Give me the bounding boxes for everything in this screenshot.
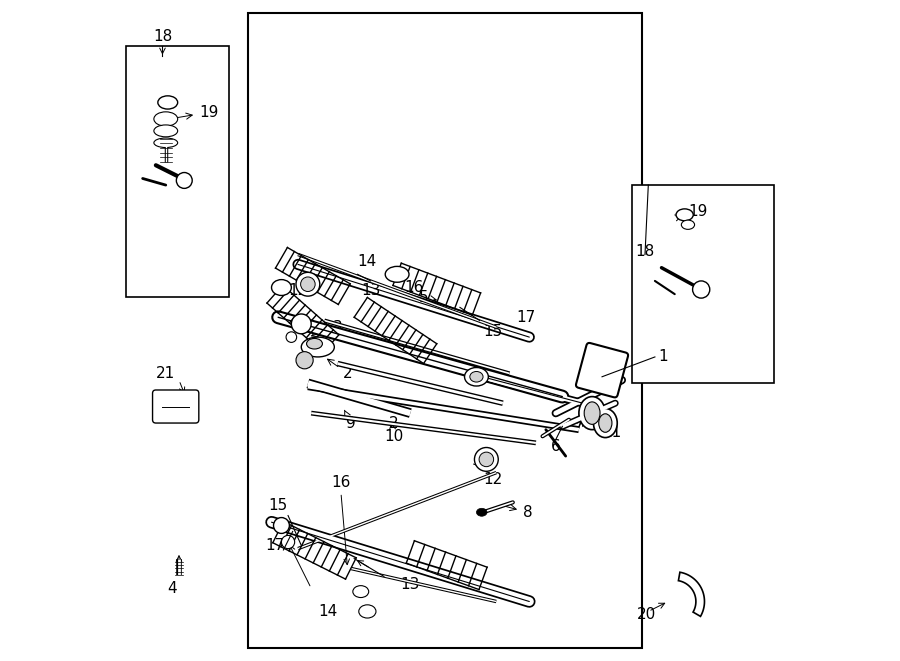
Text: 19: 19 <box>675 204 707 221</box>
Text: 21: 21 <box>156 366 176 381</box>
Text: 9: 9 <box>345 410 356 430</box>
Text: 20: 20 <box>636 607 656 622</box>
Text: 16: 16 <box>404 280 423 295</box>
Ellipse shape <box>598 414 612 432</box>
Ellipse shape <box>593 408 617 438</box>
Text: 4: 4 <box>167 581 177 596</box>
Ellipse shape <box>676 209 693 221</box>
Ellipse shape <box>353 586 369 598</box>
Text: 13: 13 <box>361 284 381 298</box>
Text: 14: 14 <box>358 254 377 268</box>
Ellipse shape <box>681 220 695 229</box>
Ellipse shape <box>301 277 315 292</box>
Text: 17: 17 <box>266 538 284 553</box>
Text: 19: 19 <box>172 105 218 120</box>
Text: 12: 12 <box>288 284 308 298</box>
Ellipse shape <box>579 397 606 430</box>
Text: 16: 16 <box>331 475 351 490</box>
Ellipse shape <box>385 266 409 282</box>
Text: 12: 12 <box>473 460 502 486</box>
Ellipse shape <box>154 138 177 147</box>
Text: 13: 13 <box>400 578 420 592</box>
Ellipse shape <box>176 173 193 188</box>
Text: 3: 3 <box>311 320 343 337</box>
Text: 2: 2 <box>328 359 353 381</box>
Bar <box>248 13 642 648</box>
Ellipse shape <box>296 352 313 369</box>
FancyBboxPatch shape <box>153 390 199 423</box>
Ellipse shape <box>474 447 499 471</box>
Text: 10: 10 <box>384 423 403 444</box>
Polygon shape <box>679 572 705 616</box>
Text: 15: 15 <box>483 325 502 339</box>
Ellipse shape <box>584 402 600 424</box>
Ellipse shape <box>274 518 290 533</box>
Ellipse shape <box>307 338 322 349</box>
Text: 14: 14 <box>318 604 338 619</box>
Text: 18: 18 <box>153 29 172 44</box>
Ellipse shape <box>154 112 177 126</box>
Bar <box>632 185 774 383</box>
Text: 7: 7 <box>574 419 584 434</box>
Ellipse shape <box>272 280 292 295</box>
FancyBboxPatch shape <box>576 343 628 397</box>
Text: 18: 18 <box>635 244 654 258</box>
Ellipse shape <box>154 125 177 137</box>
Text: 15: 15 <box>268 498 288 513</box>
Ellipse shape <box>479 452 493 467</box>
Ellipse shape <box>286 332 297 342</box>
Text: 1: 1 <box>658 350 668 364</box>
Ellipse shape <box>296 272 320 296</box>
Text: 8: 8 <box>506 505 532 520</box>
Ellipse shape <box>464 368 489 386</box>
Ellipse shape <box>292 314 311 334</box>
Ellipse shape <box>476 508 487 516</box>
Text: 2: 2 <box>389 407 399 430</box>
Ellipse shape <box>158 96 177 109</box>
Ellipse shape <box>282 535 294 549</box>
Ellipse shape <box>693 281 710 298</box>
Ellipse shape <box>470 371 483 382</box>
Text: 17: 17 <box>517 310 535 325</box>
Text: 6: 6 <box>551 439 561 453</box>
Bar <box>126 46 229 297</box>
Text: 11: 11 <box>602 420 622 440</box>
Ellipse shape <box>359 605 376 618</box>
Text: 5: 5 <box>418 290 436 305</box>
Ellipse shape <box>302 337 334 357</box>
